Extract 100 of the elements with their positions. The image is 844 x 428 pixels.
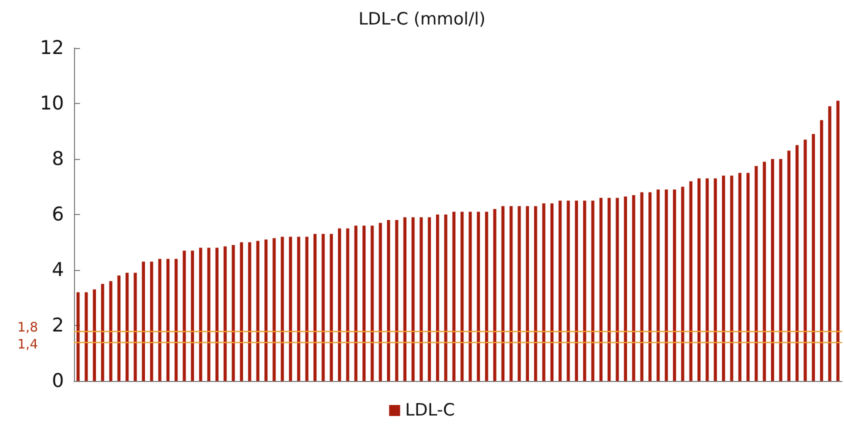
bar [534, 206, 538, 381]
bar [608, 198, 611, 381]
bar [640, 192, 644, 381]
bar [591, 200, 594, 381]
y-tick-label: 2 [52, 314, 64, 336]
bar [330, 234, 333, 381]
bar [444, 214, 448, 381]
bar [378, 222, 382, 381]
chart-title: LDL-C (mmol/l) [358, 10, 486, 30]
bar [256, 240, 260, 381]
bar [158, 258, 162, 381]
bar [126, 272, 129, 381]
bar [468, 212, 472, 381]
bar [174, 258, 178, 381]
y-tick-label: 0 [52, 370, 64, 392]
ref-line-label: 1,8 [17, 320, 38, 336]
bar [313, 234, 317, 381]
bar [632, 195, 636, 381]
bar [746, 172, 750, 381]
bar [771, 159, 774, 381]
bar [305, 236, 308, 381]
bar [182, 250, 186, 381]
bar [836, 100, 840, 381]
bar [101, 284, 104, 381]
bar [526, 206, 529, 381]
bar [346, 228, 350, 381]
bar [84, 292, 88, 381]
bar [656, 190, 660, 381]
bar [648, 192, 652, 381]
bar [142, 262, 145, 381]
bar [199, 248, 202, 381]
bar [672, 190, 676, 381]
bar [787, 150, 790, 381]
bar [518, 206, 521, 381]
bar [681, 186, 684, 381]
bar [664, 190, 668, 381]
bar [762, 162, 766, 381]
y-tick-label: 4 [52, 259, 64, 281]
bar [272, 238, 276, 381]
bar [804, 140, 807, 381]
bar [493, 208, 496, 381]
bar [412, 217, 415, 381]
bar [338, 228, 342, 381]
bar [697, 178, 701, 381]
y-tick-label: 12 [40, 37, 64, 59]
bar [370, 226, 374, 381]
bar [109, 281, 112, 381]
bar [150, 262, 154, 381]
bar [224, 246, 227, 381]
bar [550, 203, 554, 381]
y-tick-label: 6 [52, 204, 64, 226]
bar [395, 220, 398, 381]
bar [730, 176, 734, 381]
bar [240, 242, 244, 381]
bar [583, 200, 586, 381]
bar [624, 196, 628, 381]
bar [452, 212, 456, 381]
bar [574, 200, 578, 381]
bar [117, 276, 120, 381]
bar [820, 120, 824, 381]
y-tick-label: 8 [52, 148, 64, 170]
bar [362, 226, 366, 381]
bar [722, 176, 726, 381]
bar [714, 178, 717, 381]
bar [501, 206, 504, 381]
bar [796, 145, 799, 381]
bar [387, 220, 390, 381]
bar [190, 250, 194, 381]
legend-label: LDL-C [405, 400, 455, 420]
ref-line-label: 1,4 [17, 338, 38, 353]
bar [485, 212, 488, 381]
bar [420, 217, 423, 381]
bar [828, 106, 832, 381]
y-tick-label: 10 [40, 92, 64, 114]
bar [812, 134, 815, 381]
bar [510, 206, 513, 381]
bar [754, 166, 758, 381]
bar [166, 258, 170, 381]
bar [215, 248, 219, 381]
bar [542, 203, 546, 381]
bar [428, 217, 431, 381]
bar [616, 198, 619, 381]
bar [248, 242, 252, 381]
bar [738, 172, 742, 381]
bar [134, 272, 137, 381]
bar [264, 239, 268, 381]
bar [566, 200, 570, 381]
bar [322, 234, 325, 381]
bar [232, 245, 235, 381]
bar [76, 292, 80, 381]
bar [280, 236, 284, 381]
bar [403, 217, 406, 381]
bar [288, 236, 292, 381]
bar [460, 212, 464, 381]
bar [354, 226, 358, 381]
bar [779, 159, 782, 381]
bar [436, 214, 440, 381]
bar [207, 248, 210, 381]
bar [706, 178, 709, 381]
bar [92, 289, 96, 381]
